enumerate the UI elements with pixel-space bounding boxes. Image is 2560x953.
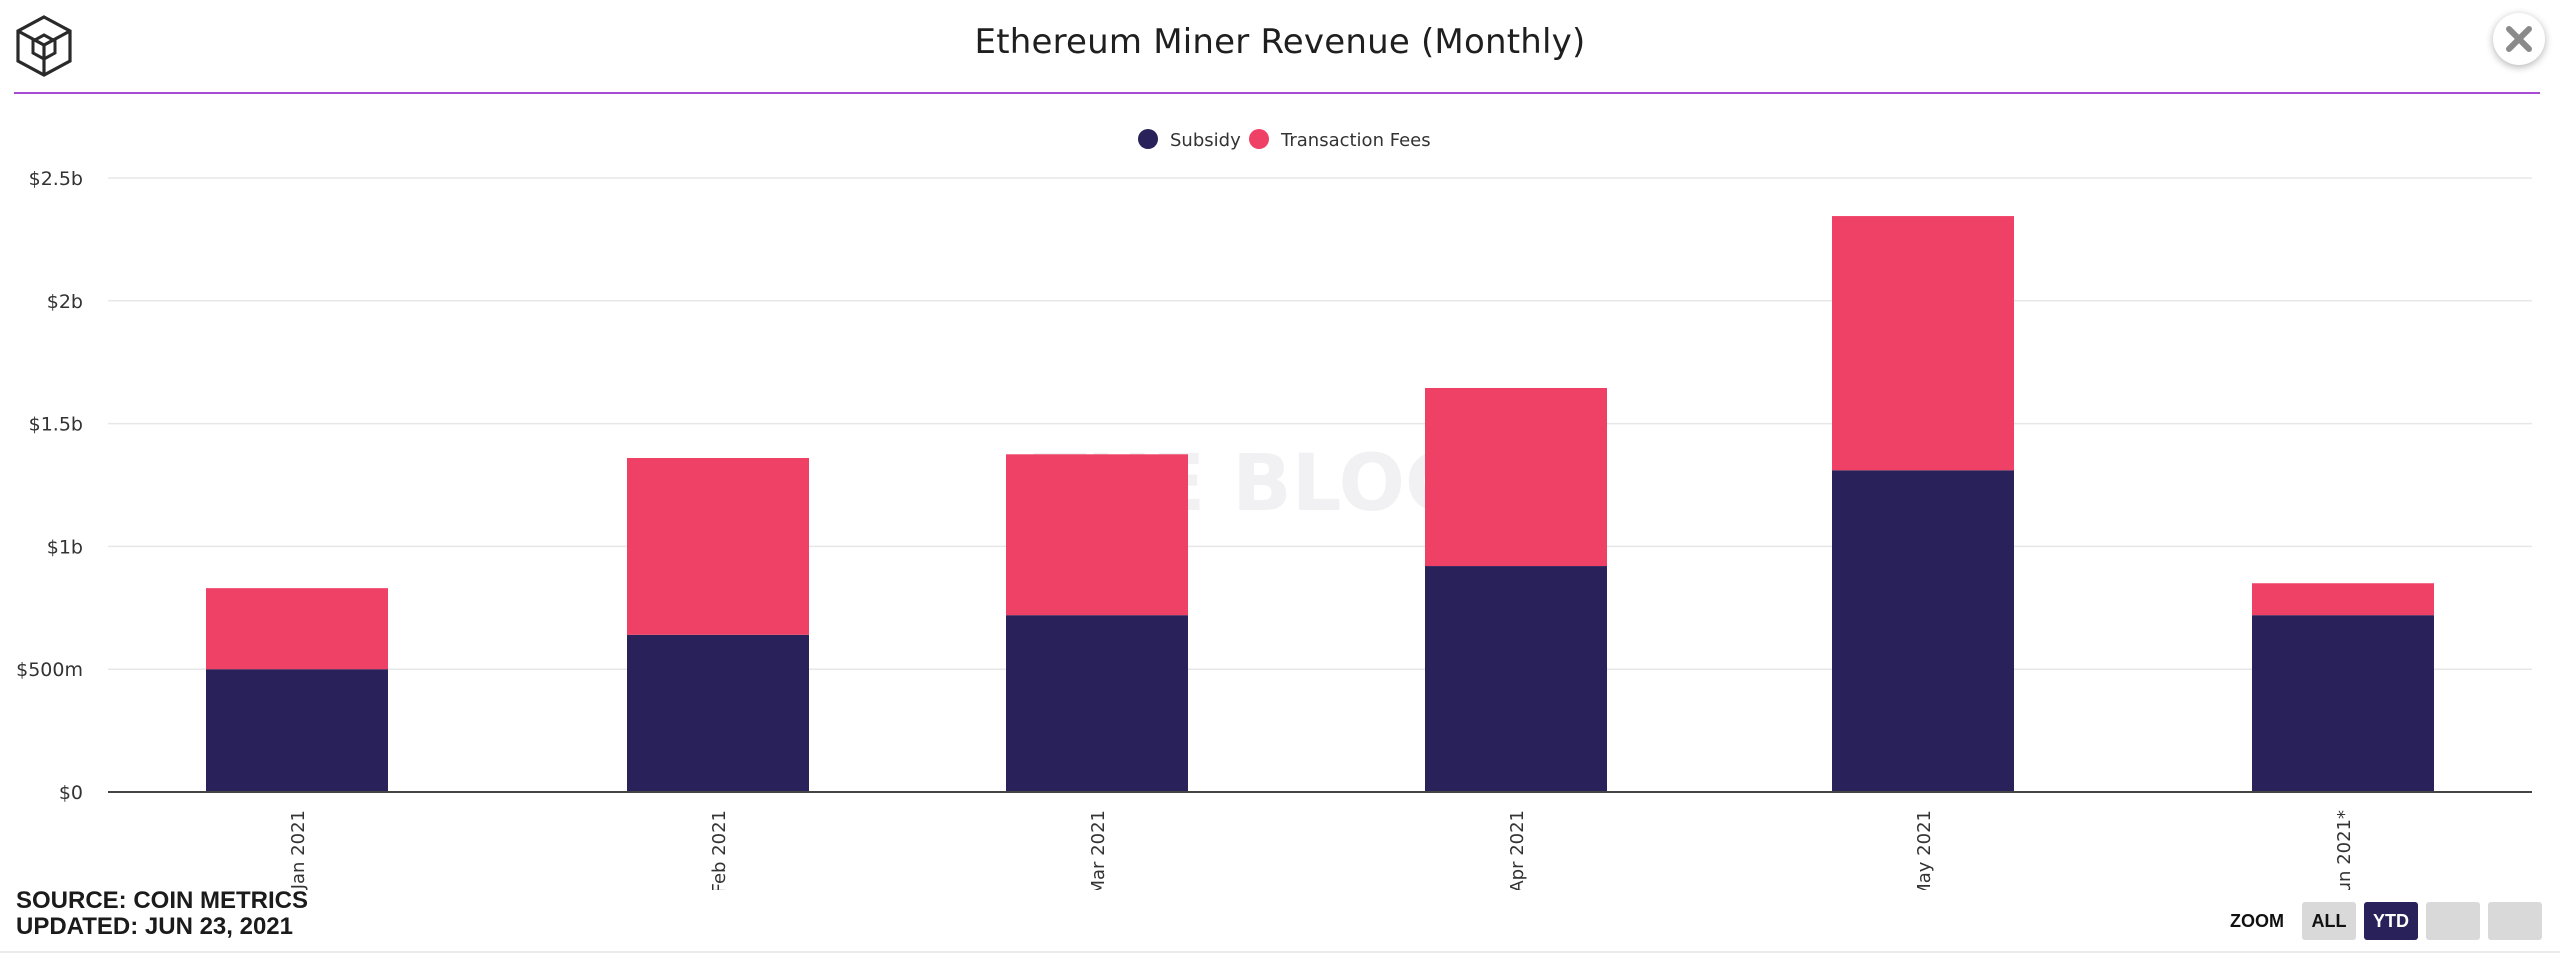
y-tick-label: $0 <box>59 782 83 804</box>
bar-transaction-fees[interactable] <box>2252 583 2434 616</box>
source-text: SOURCE: COIN METRICS <box>16 887 309 914</box>
zoom-controls: ZOOM ALL YTD <box>2230 902 2542 940</box>
bar-subsidy[interactable] <box>627 634 809 792</box>
x-tick-label: Jun 2021* <box>2334 810 2355 890</box>
chart-source: SOURCE: COIN METRICS UPDATED: JUN 23, 20… <box>16 888 308 940</box>
bar-subsidy[interactable] <box>1832 470 2014 792</box>
chart-header: Ethereum Miner Revenue (Monthly) <box>0 0 2560 94</box>
bar-transaction-fees[interactable] <box>1006 454 1188 616</box>
y-tick-label: $1.5b <box>29 414 83 436</box>
bar-subsidy[interactable] <box>2252 615 2434 792</box>
chart-title: Ethereum Miner Revenue (Monthly) <box>974 22 1586 62</box>
legend-swatch[interactable] <box>1138 129 1158 149</box>
y-tick-label: $2.5b <box>29 168 83 190</box>
legend-label[interactable]: Transaction Fees <box>1280 130 1431 151</box>
y-tick-label: $1b <box>47 536 83 558</box>
y-tick-label: $2b <box>47 291 83 313</box>
x-tick-label: Mar 2021 <box>1088 810 1109 890</box>
zoom-label: ZOOM <box>2230 910 2284 931</box>
legend-swatch[interactable] <box>1249 129 1269 149</box>
bar-subsidy[interactable] <box>1425 566 1607 792</box>
legend-label[interactable]: Subsidy <box>1170 130 1241 151</box>
bar-transaction-fees[interactable] <box>1832 216 2014 471</box>
bar-subsidy[interactable] <box>206 669 388 792</box>
bar-transaction-fees[interactable] <box>627 457 809 635</box>
bar-subsidy[interactable] <box>1006 615 1188 792</box>
y-tick-label: $500m <box>16 659 83 681</box>
bottom-divider <box>0 951 2560 953</box>
zoom-option-button[interactable] <box>2426 902 2480 940</box>
the-block-logo-icon <box>16 15 72 77</box>
zoom-ytd-button[interactable]: YTD <box>2364 902 2418 940</box>
x-tick-label: Jan 2021 <box>288 810 309 890</box>
close-button[interactable] <box>2493 13 2545 65</box>
zoom-option-button[interactable] <box>2488 902 2542 940</box>
header-divider <box>14 92 2540 94</box>
x-tick-label: Feb 2021 <box>709 810 730 890</box>
zoom-all-button[interactable]: ALL <box>2302 902 2356 940</box>
x-tick-label: Apr 2021 <box>1507 810 1528 890</box>
close-icon <box>2506 26 2532 52</box>
updated-text: UPDATED: JUN 23, 2021 <box>16 913 293 940</box>
bar-transaction-fees[interactable] <box>206 588 388 670</box>
bar-transaction-fees[interactable] <box>1425 387 1607 567</box>
x-tick-label: May 2021 <box>1914 810 1935 890</box>
